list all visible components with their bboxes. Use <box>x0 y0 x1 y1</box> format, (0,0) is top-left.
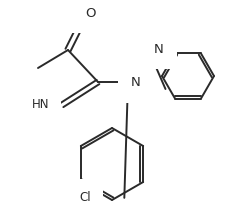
Text: H: H <box>145 40 153 50</box>
Text: N: N <box>153 43 163 56</box>
Text: N: N <box>131 76 140 89</box>
Text: Cl: Cl <box>79 191 90 204</box>
Text: O: O <box>85 7 95 20</box>
Text: HN: HN <box>31 98 49 110</box>
